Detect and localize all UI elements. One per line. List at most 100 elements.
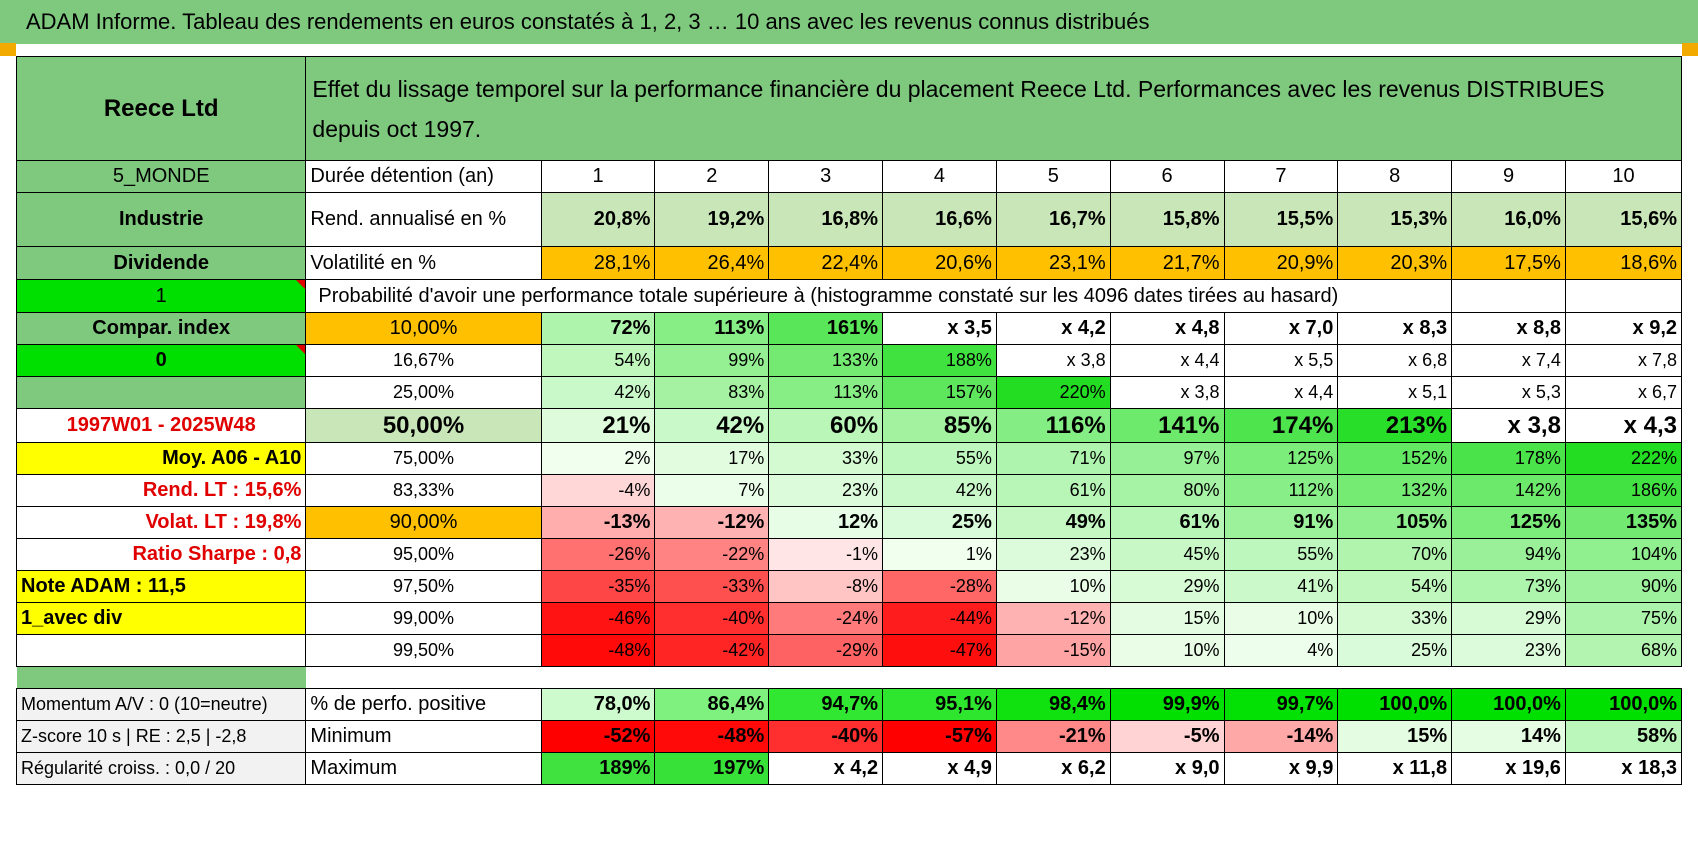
stat-cell: 100,0% — [1337, 688, 1453, 721]
stat-cell: x 9,0 — [1109, 752, 1225, 785]
prob-cell: 161% — [768, 312, 884, 345]
stat-cell: x 19,6 — [1451, 752, 1566, 785]
rend-lt-label: Rend. LT : 15,6% — [15, 474, 307, 507]
prob-row: Moy. A06 - A10 75,00% 2% 17% 33% 55% 71% 97% 1… — [15, 442, 1683, 475]
prob-threshold: 10,00% — [305, 312, 542, 345]
header-row: Reece Ltd Effet du lissage temporel sur … — [15, 56, 1682, 161]
prob-cell: 61% — [995, 474, 1111, 507]
prob-threshold: 99,00% — [305, 602, 542, 635]
prob-cell: x 3,5 — [882, 312, 997, 345]
prob-cell: 125% — [1223, 442, 1339, 475]
momentum-label: Momentum A/V : 0 (10=neutre) — [15, 688, 307, 721]
spacer-green — [16, 666, 306, 689]
vol-cell: 17,5% — [1451, 246, 1566, 280]
prob-cell: 222% — [1564, 442, 1683, 475]
prob-cell: x 8,8 — [1451, 312, 1566, 345]
prob-title: Probabilité d'avoir une performance tota… — [305, 279, 1452, 313]
prob-cell: 49% — [995, 506, 1111, 539]
stat-cell: -14% — [1223, 720, 1339, 753]
prob-cell: -40% — [654, 602, 770, 635]
prob-threshold: 95,00% — [305, 538, 542, 571]
prob-cell: 55% — [1223, 538, 1339, 571]
stat-cell: x 18,3 — [1564, 752, 1683, 785]
stat-row: Régularité croiss. : 0,0 / 20 Maximum 18… — [15, 752, 1683, 785]
prob-cell: 186% — [1564, 474, 1683, 507]
year-cell: 3 — [768, 160, 884, 193]
prob-cell: -42% — [654, 634, 770, 667]
prob-cell: 105% — [1337, 506, 1453, 539]
vol-cell: 20,3% — [1337, 246, 1453, 280]
prob-cell: 135% — [1564, 506, 1683, 539]
flag-1-cell[interactable]: 1 — [15, 279, 307, 313]
prob-cell: 17% — [654, 442, 770, 475]
report-banner: ADAM Informe. Tableau des rendements en … — [0, 0, 1698, 44]
prob-cell: 80% — [1109, 474, 1225, 507]
prob-cell: 33% — [1337, 602, 1453, 635]
sharpe-label: Ratio Sharpe : 0,8 — [15, 538, 307, 571]
prob-cell: x 3,8 — [1451, 408, 1566, 443]
vol-cell: 26,4% — [654, 246, 770, 280]
prob-cell: x 5,5 — [1223, 344, 1339, 377]
prob-cell: x 7,4 — [1451, 344, 1566, 377]
prob-cell: -22% — [654, 538, 770, 571]
prob-cell: -33% — [654, 570, 770, 603]
prob-cell: 133% — [768, 344, 884, 377]
vol-cell: 20,6% — [882, 246, 997, 280]
prob-cell: 85% — [882, 408, 997, 443]
prob-cell: 29% — [1109, 570, 1225, 603]
prob-cell: 68% — [1564, 634, 1683, 667]
prob-cell: 42% — [882, 474, 997, 507]
rend-cell: 15,3% — [1337, 192, 1453, 247]
empty-cell — [1564, 279, 1683, 313]
year-cell: 4 — [882, 160, 997, 193]
prob-cell: 112% — [1223, 474, 1339, 507]
prob-cell: 23% — [768, 474, 884, 507]
prob-cell: 72% — [540, 312, 656, 345]
stat-cell: -48% — [654, 720, 770, 753]
prob-threshold: 16,67% — [305, 344, 542, 377]
prob-cell: 55% — [882, 442, 997, 475]
prob-cell: 29% — [1451, 602, 1566, 635]
prob-threshold: 25,00% — [305, 376, 542, 409]
vol-cell: 21,7% — [1109, 246, 1225, 280]
rend-cell: 15,6% — [1564, 192, 1683, 247]
prob-cell: 41% — [1223, 570, 1339, 603]
table-title: Effet du lissage temporel sur la perform… — [305, 56, 1682, 161]
stat-cell: x 6,2 — [995, 752, 1111, 785]
prob-cell: 75% — [1564, 602, 1683, 635]
prob-cell: x 7,0 — [1223, 312, 1339, 345]
prob-cell: -46% — [540, 602, 656, 635]
prob-cell: 132% — [1337, 474, 1453, 507]
prob-cell: 97% — [1109, 442, 1225, 475]
prob-cell: 25% — [1337, 634, 1453, 667]
prob-row: Volat. LT : 19,8% 90,00% -13% -12% 12% 25% 4… — [15, 506, 1683, 539]
prob-cell: 15% — [1109, 602, 1225, 635]
prob-title-row: 1 Probabilité d'avoir une performance to… — [15, 279, 1683, 313]
prob-cell: 12% — [768, 506, 884, 539]
region-label: 5_MONDE — [15, 160, 307, 193]
prob-cell: 174% — [1223, 408, 1339, 443]
prob-cell: x 7,8 — [1564, 344, 1683, 377]
stat-cell: 95,1% — [882, 688, 997, 721]
vol-cell: 22,4% — [768, 246, 884, 280]
prob-row: 99,50% -48% -42% -29% -47% -15% 10% 4% 25% 23% 68… — [15, 634, 1683, 667]
stat-cell: 100,0% — [1564, 688, 1683, 721]
stat-cell: 197% — [654, 752, 770, 785]
year-cell: 2 — [654, 160, 770, 193]
prob-cell: x 6,7 — [1564, 376, 1683, 409]
duree-label: Durée détention (an) — [305, 160, 542, 193]
duree-row: 5_MONDE Durée détention (an) 1 2 3 4 5 6… — [15, 160, 1683, 193]
stat-cell: 86,4% — [654, 688, 770, 721]
rend-cell: 19,2% — [654, 192, 770, 247]
prob-cell: 71% — [995, 442, 1111, 475]
stat-cell: 100,0% — [1451, 688, 1566, 721]
prob-cell: -26% — [540, 538, 656, 571]
prob-cell: 45% — [1109, 538, 1225, 571]
prob-cell: 25% — [882, 506, 997, 539]
prob-cell: -48% — [540, 634, 656, 667]
prob-cell: 70% — [1337, 538, 1453, 571]
prob-cell: 7% — [654, 474, 770, 507]
flag-0-cell[interactable]: 0 — [15, 344, 307, 377]
compar-index-label: Compar. index — [15, 312, 307, 345]
rend-cell: 16,7% — [995, 192, 1111, 247]
